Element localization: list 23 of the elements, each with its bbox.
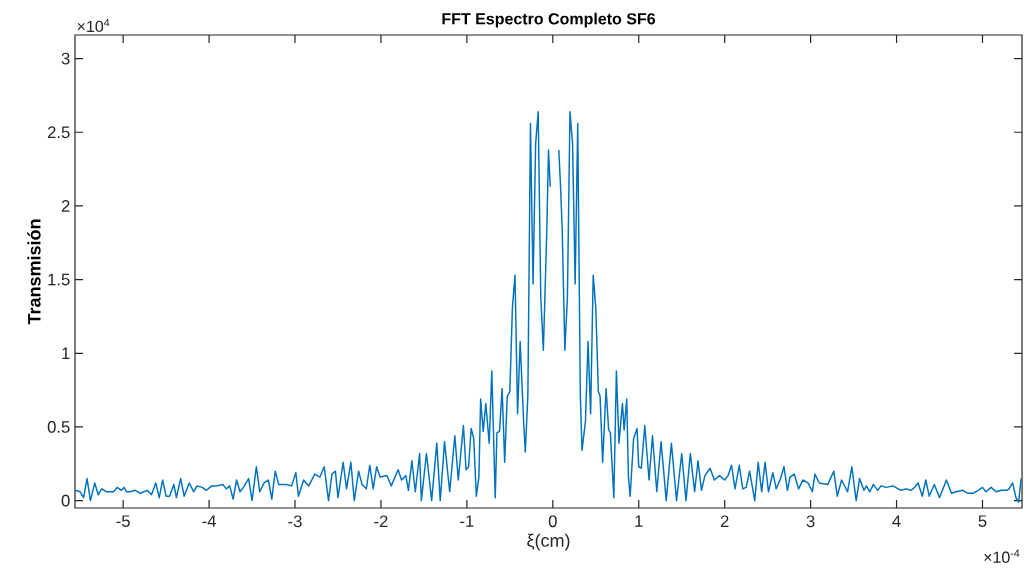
y-tick-label: 0 xyxy=(61,494,70,507)
y-tick-label: 1 xyxy=(62,347,70,360)
x-tick-label: -5 xyxy=(116,515,130,528)
x-tick-label: 0 xyxy=(548,515,557,528)
y-axis-title: Transmisión xyxy=(27,219,41,325)
x-tick-label: -4 xyxy=(202,515,216,527)
x-tick-label: -2 xyxy=(374,515,388,528)
y-tick-label: 1.5 xyxy=(48,273,70,286)
text: ×10$^{-4}$ xyxy=(984,549,1020,563)
chart-title: FFT Espectro Completo SF6 xyxy=(442,12,656,28)
x-tick-label: 4 xyxy=(892,515,901,527)
x-tick-label: 5 xyxy=(978,515,987,528)
x-tick-label: -3 xyxy=(288,515,302,528)
x-axis-title: ξ(cm) xyxy=(527,533,570,551)
y-tick-label: 3 xyxy=(61,52,70,65)
y-tick-label: 2 xyxy=(61,200,70,212)
y-tick-label: 0.5 xyxy=(47,421,70,433)
y-tick-label: 2.5 xyxy=(47,126,70,139)
x-tick-label: 1 xyxy=(635,515,643,527)
x-tick-label: -1 xyxy=(460,515,474,527)
x-tick-label: 2 xyxy=(720,515,729,528)
text: ×10$^{4}$ xyxy=(77,18,110,33)
x-tick-label: 3 xyxy=(806,515,815,528)
